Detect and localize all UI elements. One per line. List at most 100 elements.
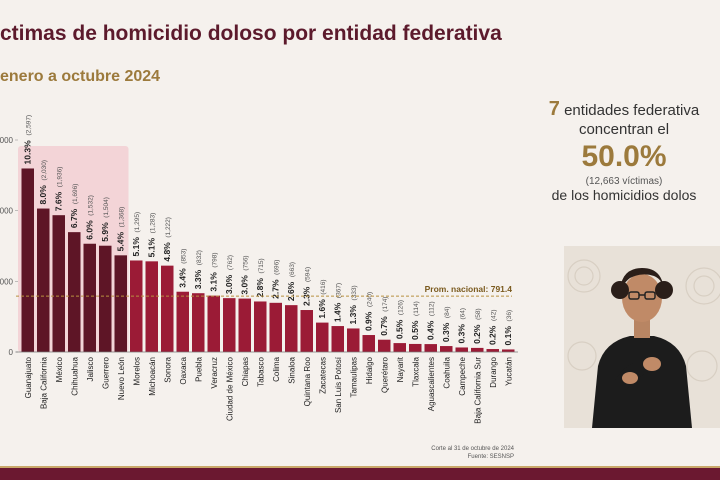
value-label: (2,030) — [41, 160, 48, 181]
value-label: (42) — [491, 309, 498, 321]
percent-label: 0.5% — [395, 319, 405, 339]
percent-label: 5.4% — [116, 232, 126, 252]
percent-label: 5.1% — [147, 238, 157, 258]
percent-label: 2.7% — [271, 279, 281, 299]
value-label: (1,936) — [57, 167, 64, 188]
value-label: (64) — [460, 308, 467, 320]
category-label: Tabasco — [256, 356, 265, 386]
summary-count: 7 — [548, 98, 560, 120]
source-note: Fuente: SESNSP — [467, 454, 514, 460]
percent-label: 6.7% — [69, 208, 79, 228]
bar-30 — [471, 347, 484, 352]
percent-label: 3.0% — [240, 275, 250, 295]
category-label: Michoacán — [148, 357, 157, 396]
bar-20 — [316, 322, 329, 352]
percent-label: 6.0% — [85, 220, 95, 240]
bar-28 — [440, 346, 453, 352]
bar-23 — [362, 335, 375, 352]
value-label: (367) — [336, 283, 343, 298]
value-label: (416) — [320, 279, 327, 294]
category-label: Sinaloa — [287, 356, 296, 383]
category-label: Quintana Roo — [303, 356, 312, 406]
value-label: (333) — [351, 285, 358, 300]
category-label: Sonora — [163, 356, 172, 382]
bar-24 — [378, 339, 391, 352]
category-label: Baja California Sur — [473, 357, 482, 424]
value-label: (696) — [274, 260, 281, 275]
value-label: (112) — [429, 301, 436, 316]
y-tick-label: 3,000 — [0, 136, 14, 145]
bar-16 — [254, 301, 267, 352]
value-label: (174) — [382, 297, 389, 312]
percent-label: 5.1% — [131, 237, 141, 257]
bar-5 — [83, 243, 96, 352]
bar-17 — [269, 302, 282, 352]
category-label: México — [55, 356, 64, 382]
percent-label: 3.3% — [193, 269, 203, 289]
bar-2 — [37, 208, 50, 352]
percent-label: 1.6% — [317, 299, 327, 319]
category-label: Guanajuato — [24, 356, 33, 398]
value-label: (1,222) — [165, 217, 172, 238]
value-label: (1,283) — [150, 213, 157, 234]
value-label: (126) — [398, 300, 405, 315]
bar-4 — [68, 232, 81, 352]
category-label: Tamaulipas — [349, 357, 358, 397]
summary-panel: 7 entidades federativa concentran el 50.… — [528, 98, 720, 203]
summary-line-1: 7 entidades federativa — [528, 98, 720, 121]
percent-label: 0.7% — [379, 316, 389, 336]
value-label: (715) — [258, 258, 265, 273]
value-label: (1,532) — [88, 195, 95, 216]
bar-8 — [130, 260, 143, 352]
category-label: Colima — [272, 356, 281, 381]
percent-label: 0.1% — [503, 326, 513, 346]
sign-language-interpreter — [564, 246, 720, 428]
chart-title: ctimas de homicidio doloso por entidad f… — [0, 22, 502, 45]
category-label: San Luis Potosí — [334, 356, 343, 413]
value-label: (114) — [413, 301, 420, 316]
value-label: (762) — [227, 255, 234, 270]
percent-label: 1.3% — [348, 305, 358, 325]
value-label: (36) — [506, 310, 513, 322]
bar-7 — [114, 255, 127, 352]
category-label: Nuevo León — [117, 357, 126, 400]
bar-10 — [161, 265, 174, 352]
value-label: (1,696) — [72, 184, 79, 205]
value-label: (853) — [181, 249, 188, 264]
percent-label: 0.3% — [441, 322, 451, 342]
bar-6 — [99, 245, 112, 352]
bar-14 — [223, 298, 236, 352]
bar-26 — [409, 343, 422, 352]
percent-label: 0.5% — [410, 320, 420, 340]
bar-12 — [192, 293, 205, 352]
bar-1 — [21, 168, 34, 352]
value-label: (832) — [196, 250, 203, 265]
y-tick-label: 1,000 — [0, 277, 14, 286]
footer-bar — [0, 468, 720, 480]
category-label: Morelos — [132, 357, 141, 385]
cutoff-note: Corte al 31 de octubre de 2024 — [431, 446, 514, 452]
value-label: (2,597) — [26, 115, 33, 136]
value-label: (1,295) — [134, 212, 141, 233]
category-label: Durango — [489, 356, 498, 387]
percent-label: 0.3% — [457, 324, 467, 344]
footer-accent — [0, 466, 720, 468]
percent-label: 3.4% — [178, 268, 188, 288]
category-label: Veracruz — [210, 357, 219, 389]
bar-21 — [331, 326, 344, 352]
summary-percentage: 50.0% — [581, 140, 667, 173]
category-label: Puebla — [194, 356, 203, 381]
percent-label: 2.6% — [286, 281, 296, 301]
percent-label: 0.2% — [472, 324, 482, 344]
category-label: Oaxaca — [179, 356, 188, 384]
summary-line-1-text: entidades federativa — [559, 102, 700, 119]
percent-label: 0.4% — [426, 320, 436, 340]
value-label: (756) — [243, 255, 250, 270]
bar-25 — [393, 343, 406, 352]
summary-line-2: concentran el — [578, 121, 670, 138]
average-label: Prom. nacional: 791.4 — [425, 284, 513, 294]
value-label: (1,504) — [103, 197, 110, 218]
category-label: Baja California — [39, 356, 48, 409]
category-label: Chihuahua — [70, 356, 79, 395]
category-label: Hidalgo — [365, 356, 374, 384]
